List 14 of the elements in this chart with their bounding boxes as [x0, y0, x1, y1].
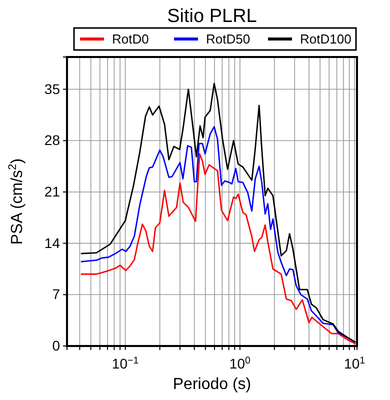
legend-label: RotD50: [206, 32, 250, 47]
legend-label: RotD100: [300, 32, 352, 47]
y-tick-label: 21: [44, 183, 60, 200]
x-tick-label: 10$^{−1}$: [112, 354, 139, 372]
y-tick-label: 0: [52, 337, 60, 354]
chart-title: Sitio PLRL: [167, 6, 257, 27]
y-tick-label: 7: [52, 286, 60, 302]
y-tick-label: 14: [44, 234, 60, 251]
x-tick-label: 10$^{0}$: [229, 354, 251, 372]
x-axis-title: Periodo (s): [172, 376, 252, 393]
y-tick-label: 28: [44, 132, 60, 148]
x-tick-label: 10$^{1}$: [344, 354, 366, 372]
y-tick-label: 35: [44, 80, 60, 97]
legend-label: RotD0: [112, 32, 149, 47]
